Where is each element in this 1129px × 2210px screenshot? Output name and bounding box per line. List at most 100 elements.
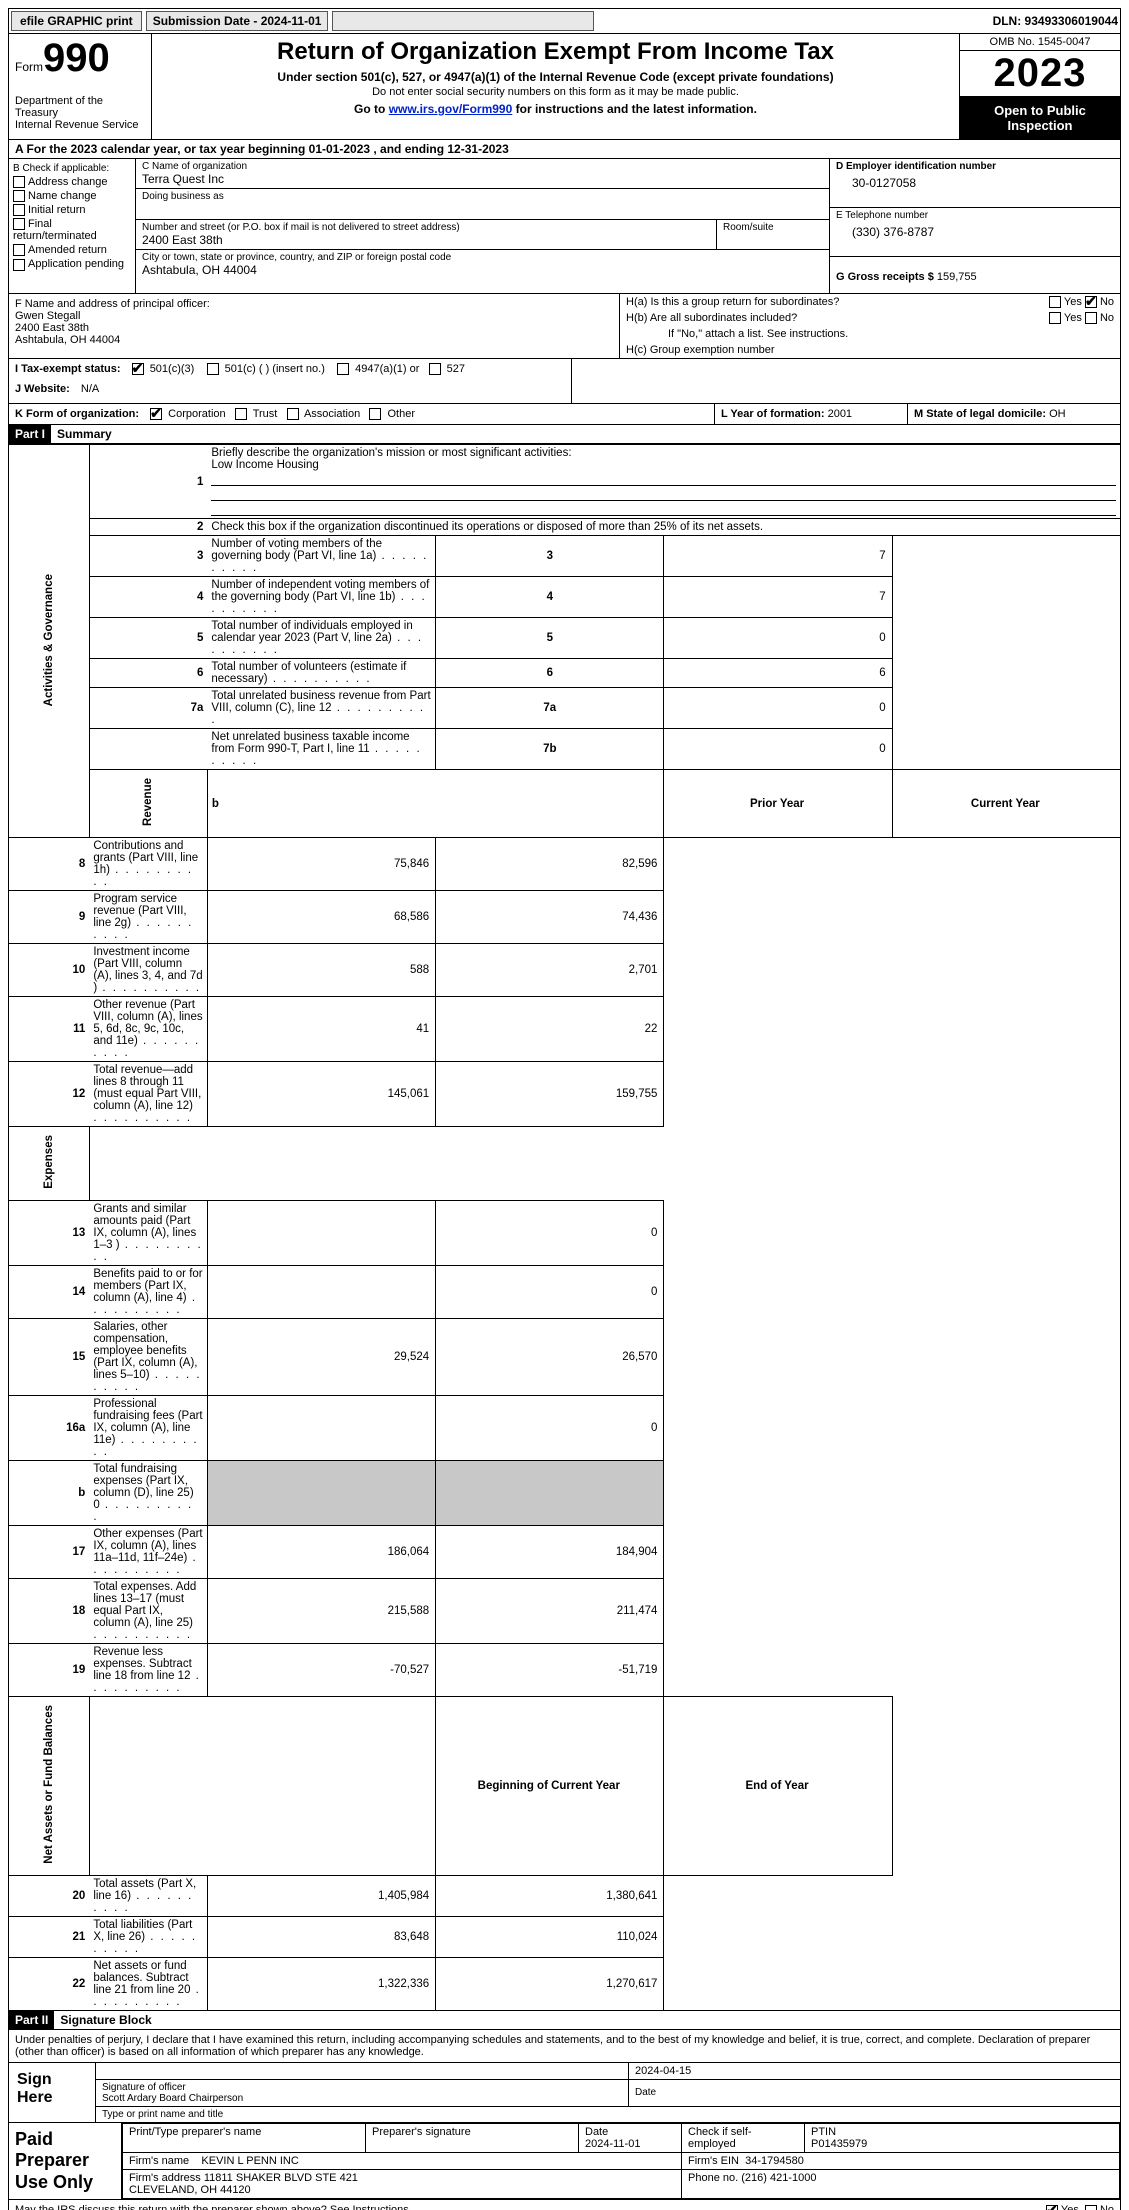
summary-line: 18Total expenses. Add lines 13–17 (must … — [9, 1578, 1121, 1643]
subtitle-3: Go to www.irs.gov/Form990 for instructio… — [158, 102, 953, 116]
omb-number: OMB No. 1545-0047 — [960, 34, 1120, 51]
subtitle-2: Do not enter social security numbers on … — [158, 86, 953, 98]
sign-here-label: Sign Here — [9, 2063, 96, 2122]
m-label: M State of legal domicile: — [914, 408, 1046, 420]
firm-ein: 34-1794580 — [745, 2155, 804, 2167]
chk-initial-return[interactable] — [13, 204, 25, 216]
col-eoy: End of Year — [664, 1696, 892, 1875]
dept-treasury: Department of the Treasury Internal Reve… — [15, 95, 145, 131]
header-left: Form990 Department of the Treasury Inter… — [9, 34, 152, 139]
side-revenue: Revenue — [89, 770, 207, 838]
chk-address-change[interactable] — [13, 176, 25, 188]
form-number: 990 — [43, 36, 110, 80]
boxes-f-h: F Name and address of principal officer:… — [8, 294, 1121, 359]
summary-line: 8Contributions and grants (Part VIII, li… — [9, 838, 1121, 891]
boxes-d-e-g: D Employer identification number 30-0127… — [830, 159, 1120, 293]
l-val: 2001 — [828, 408, 852, 420]
chk-trust[interactable] — [235, 408, 247, 420]
hb-no[interactable] — [1085, 312, 1097, 324]
officer-city: Ashtabula, OH 44004 — [15, 334, 613, 346]
summary-line: 16aProfessional fundraising fees (Part I… — [9, 1395, 1121, 1460]
org-name: Terra Quest Inc — [142, 172, 823, 186]
dba-label: Doing business as — [142, 191, 823, 202]
ein-val: 30-0127058 — [836, 176, 1114, 190]
summary-line: 17Other expenses (Part IX, column (A), l… — [9, 1525, 1121, 1578]
chk-4947[interactable] — [337, 363, 349, 375]
ha-no[interactable] — [1085, 296, 1097, 308]
discuss-no[interactable] — [1085, 2205, 1097, 2210]
c-name-label: C Name of organization — [142, 161, 823, 172]
paid-prep-label: Paid Preparer Use Only — [9, 2123, 122, 2200]
chk-name-change[interactable] — [13, 190, 25, 202]
col-current-year: Current Year — [892, 770, 1120, 838]
website-val: N/A — [81, 383, 99, 395]
i-label: I Tax-exempt status: — [15, 363, 121, 375]
summary-line: 7a Total unrelated business revenue from… — [9, 688, 1121, 729]
officer-sig: Scott Ardary Board Chairperson — [102, 2093, 243, 2104]
chk-final-return[interactable] — [13, 218, 25, 230]
summary-line: 14Benefits paid to or for members (Part … — [9, 1265, 1121, 1318]
k-label: K Form of organization: — [15, 408, 139, 420]
tax-year: 2023 — [960, 51, 1120, 97]
hb2-text: If "No," attach a list. See instructions… — [668, 328, 848, 340]
form-header: Form990 Department of the Treasury Inter… — [8, 34, 1121, 140]
firm-name: KEVIN L PENN INC — [201, 2155, 298, 2167]
summary-line: 9Program service revenue (Part VIII, lin… — [9, 891, 1121, 944]
summary-line: 21Total liabilities (Part X, line 26)83,… — [9, 1916, 1121, 1957]
d-label: D Employer identification number — [836, 161, 1114, 172]
summary-line: 15Salaries, other compensation, employee… — [9, 1318, 1121, 1395]
chk-amended[interactable] — [13, 244, 25, 256]
chk-527[interactable] — [429, 363, 441, 375]
chk-other[interactable] — [369, 408, 381, 420]
col-bcy: Beginning of Current Year — [436, 1696, 664, 1875]
chk-app-pending[interactable] — [13, 259, 25, 271]
chk-501c3[interactable] — [132, 363, 144, 375]
box-h: H(a) Is this a group return for subordin… — [620, 294, 1120, 358]
officer-name: Gwen Stegall — [15, 310, 613, 322]
discuss-yes[interactable] — [1046, 2205, 1058, 2210]
hb-text: H(b) Are all subordinates included? — [626, 312, 1049, 324]
top-bar: efile GRAPHIC print Submission Date - 20… — [8, 8, 1121, 34]
chk-corp[interactable] — [150, 408, 162, 420]
summary-line: Net unrelated business taxable income fr… — [9, 729, 1121, 770]
sig-date: 2024-04-15 — [629, 2063, 1121, 2080]
summary-line: 12Total revenue—add lines 8 through 11 (… — [9, 1062, 1121, 1127]
col-prior-year: Prior Year — [664, 770, 892, 838]
open-inspection: Open to Public Inspection — [960, 97, 1120, 139]
ptin: P01435979 — [811, 2138, 867, 2150]
box-b: B Check if applicable: Address change Na… — [9, 159, 136, 293]
row-i-j: I Tax-exempt status: 501(c)(3) 501(c) ( … — [8, 359, 1121, 404]
street-label: Number and street (or P.O. box if mail i… — [142, 222, 710, 233]
room-label: Room/suite — [723, 222, 823, 233]
part1-header: Part I Summary — [8, 425, 1121, 444]
subtitle-1: Under section 501(c), 527, or 4947(a)(1)… — [158, 70, 953, 84]
dln-number: DLN: 93493306019044 — [993, 14, 1118, 28]
header-right: OMB No. 1545-0047 2023 Open to Public In… — [959, 34, 1120, 139]
boxes-b-g: B Check if applicable: Address change Na… — [8, 159, 1121, 294]
submission-date: Submission Date - 2024-11-01 — [146, 11, 329, 31]
firm-phone: (216) 421-1000 — [741, 2172, 816, 2184]
j-label: J Website: — [15, 383, 70, 395]
hb-yes[interactable] — [1049, 312, 1061, 324]
side-governance: Activities & Governance — [9, 445, 90, 838]
city-val: Ashtabula, OH 44004 — [142, 263, 823, 277]
part1-title: Summary — [51, 425, 118, 443]
irs-link[interactable]: www.irs.gov/Form990 — [389, 102, 513, 116]
ha-yes[interactable] — [1049, 296, 1061, 308]
summary-line: 11Other revenue (Part VIII, column (A), … — [9, 997, 1121, 1062]
part2-title: Signature Block — [54, 2011, 157, 2029]
chk-501c[interactable] — [207, 363, 219, 375]
sig-declaration: Under penalties of perjury, I declare th… — [8, 2030, 1121, 2063]
s1-label: Briefly describe the organization's miss… — [211, 447, 571, 459]
efile-print-button[interactable]: efile GRAPHIC print — [11, 11, 142, 31]
gross-receipts: 159,755 — [937, 271, 977, 283]
chk-assoc[interactable] — [287, 408, 299, 420]
discuss-row: May the IRS discuss this return with the… — [8, 2200, 1121, 2210]
f-label: F Name and address of principal officer: — [15, 298, 613, 310]
sign-here-block: Sign Here 2024-04-15 Signature of office… — [8, 2063, 1121, 2123]
street-val: 2400 East 38th — [142, 233, 710, 247]
side-netassets: Net Assets or Fund Balances — [9, 1696, 90, 1875]
box-b-title: B Check if applicable: — [13, 163, 131, 174]
summary-line: 22Net assets or fund balances. Subtract … — [9, 1957, 1121, 2010]
header-mid: Return of Organization Exempt From Incom… — [152, 34, 959, 139]
